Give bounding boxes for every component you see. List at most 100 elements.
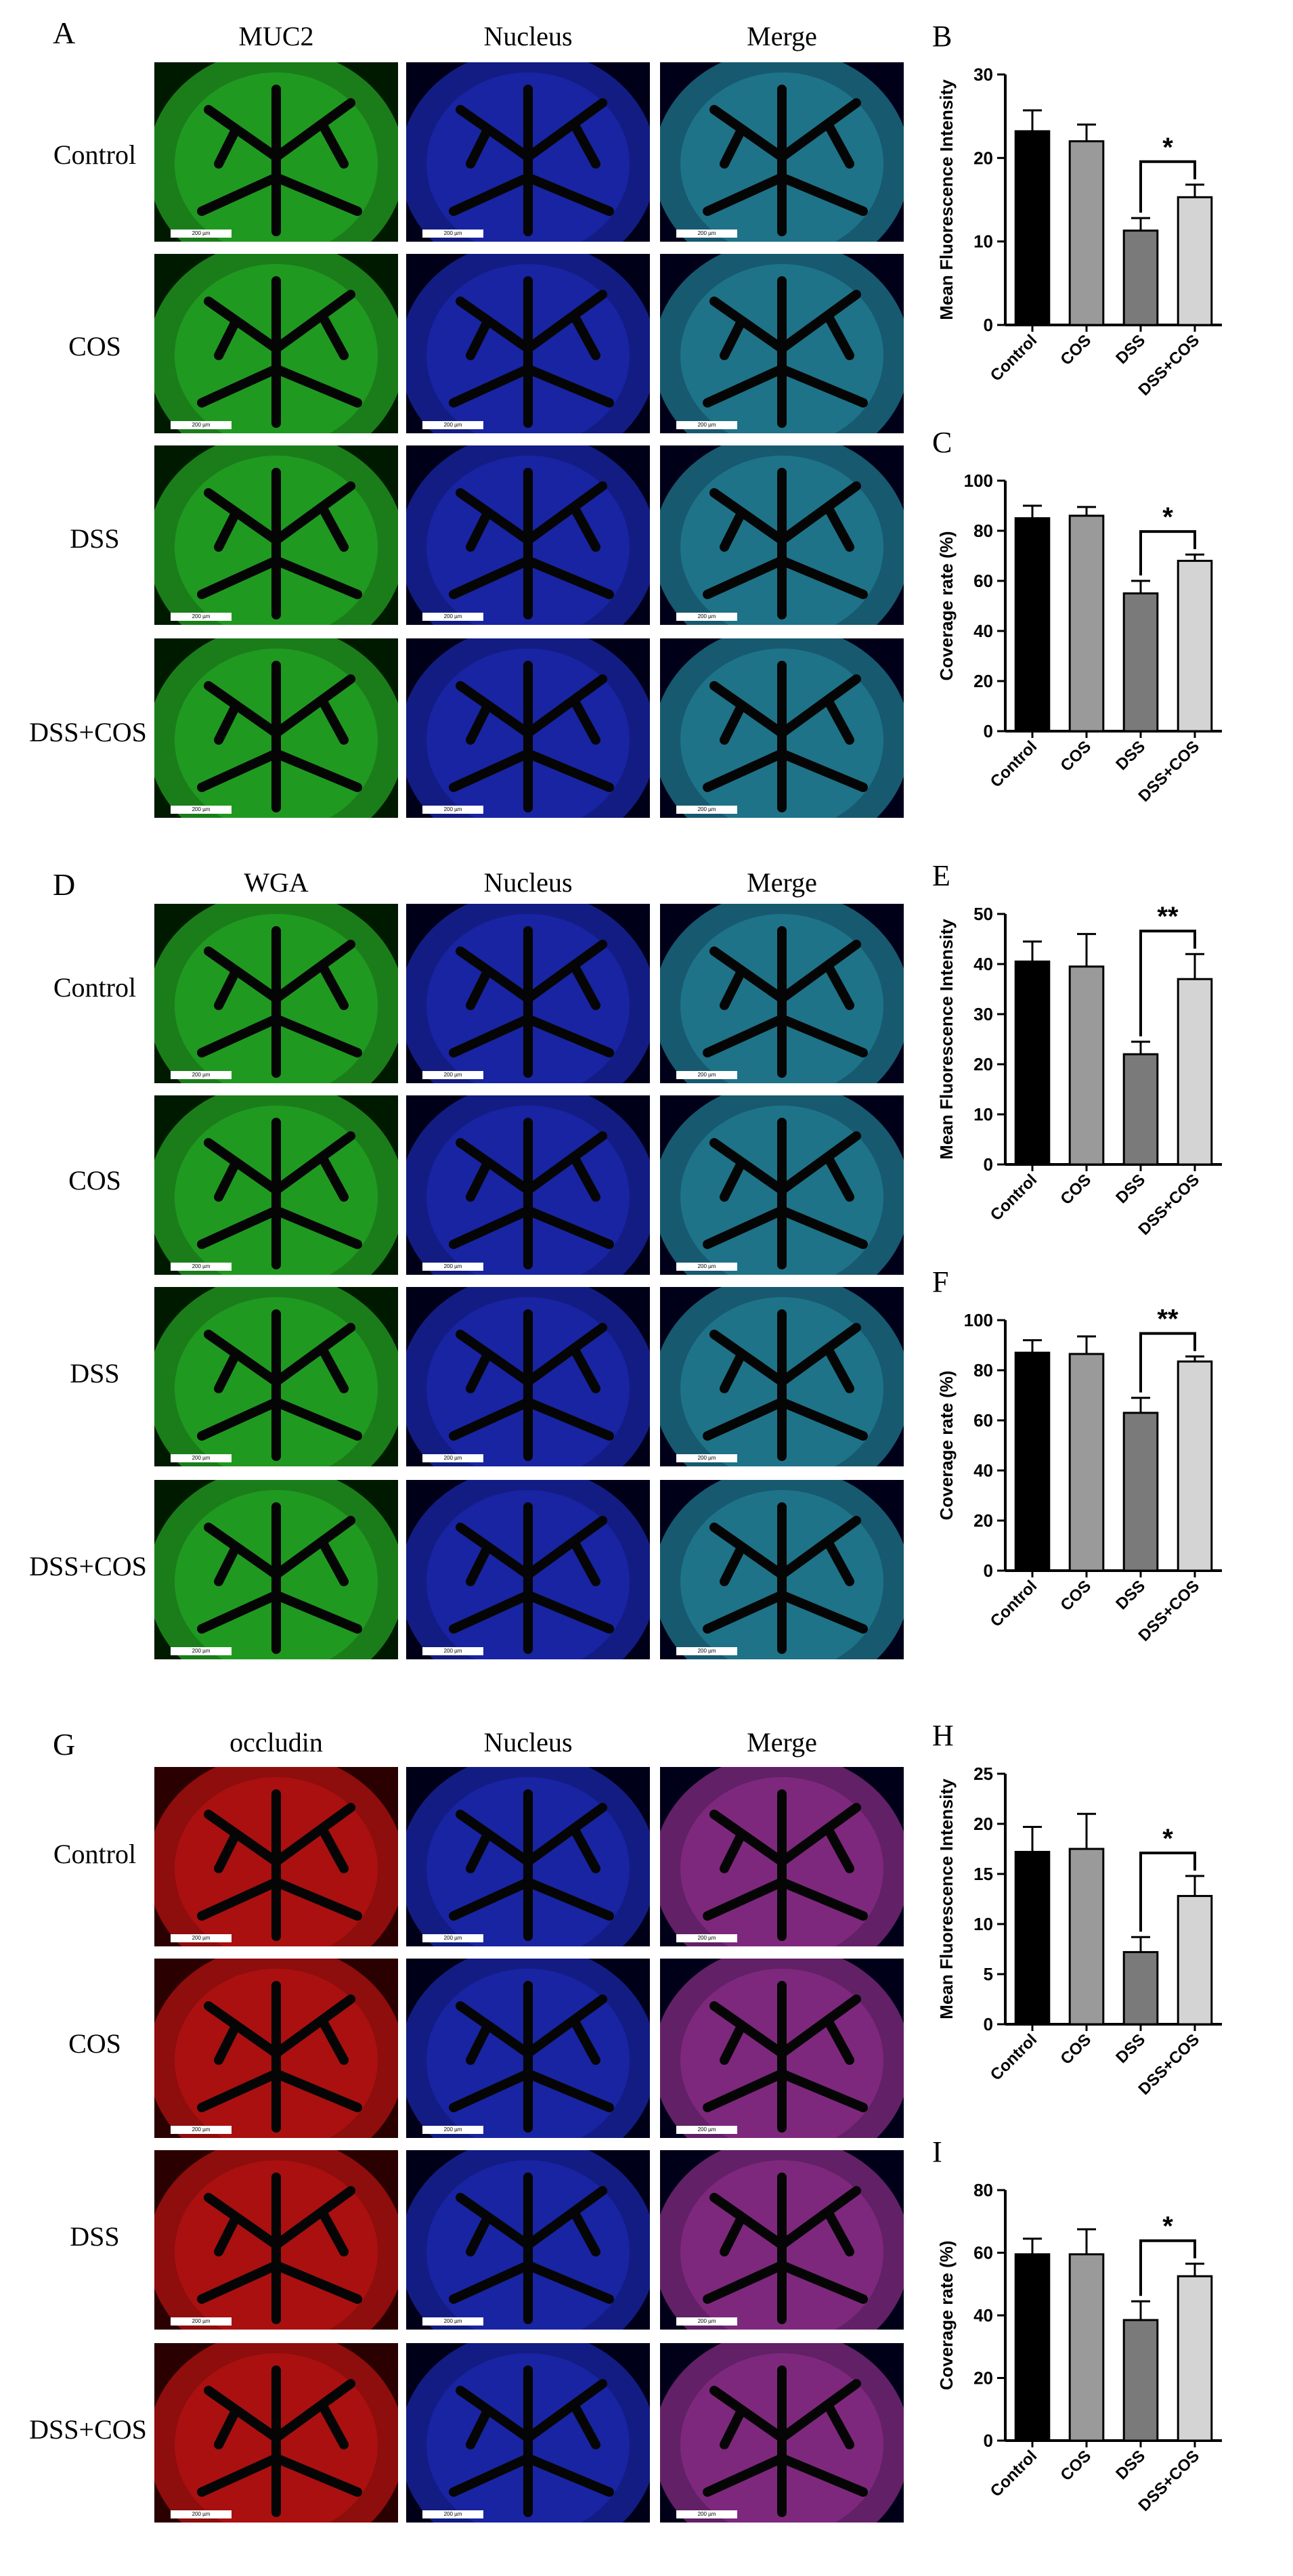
y-tick-label: 40 <box>973 1460 993 1481</box>
bar-dss <box>1122 2319 1159 2442</box>
micrograph-dss-merge: 200 µm <box>660 1287 904 1466</box>
bar-dss-cos <box>1177 559 1213 733</box>
error-bar <box>1131 1397 1150 1413</box>
y-tick-label: 0 <box>984 2430 993 2451</box>
scale-bar: 200 µm <box>171 613 232 621</box>
scale-bar: 200 µm <box>422 2317 483 2326</box>
bar-chart-svg: I 0 20 40 60 80 Coverage rate (%) Control COS DSS… <box>932 2135 1222 2515</box>
error-bar <box>1077 933 1096 967</box>
y-tick-label: 10 <box>973 1104 993 1125</box>
scale-bar: 200 µm <box>676 2510 737 2518</box>
micrograph-dss-cos-nucleus: 200 µm <box>406 1480 650 1659</box>
micrograph-dss-stain: 200 µm <box>154 2150 398 2330</box>
column-header-1: occludin <box>229 1727 323 1758</box>
row-label-control: Control <box>53 972 137 1003</box>
scale-bar: 200 µm <box>171 1454 232 1462</box>
micrograph-dss-cos-merge: 200 µm <box>660 2343 904 2523</box>
bar-chart-svg: H 0 5 10 15 20 25 Mean Fluorescence Intensity Co… <box>932 1719 1222 2099</box>
bar-dss <box>1122 592 1159 733</box>
chart-b: B 0 10 20 30 Mean Fluorescence Intensity Contr… <box>931 20 1269 406</box>
micrograph-dss-cos-merge: 200 µm <box>660 638 904 818</box>
y-tick-label: 20 <box>973 671 993 691</box>
scale-bar: 200 µm <box>676 230 737 238</box>
y-tick-label: 60 <box>973 1410 993 1431</box>
scale-bar: 200 µm <box>171 1071 232 1079</box>
micrograph-cos-stain: 200 µm <box>154 1095 398 1275</box>
micrograph-dss-nucleus: 200 µm <box>406 2150 650 2330</box>
bar-chart-svg: E 0 10 20 30 40 50 Mean Fluorescence Intensity C… <box>932 859 1222 1239</box>
micrograph-dss-nucleus: 200 µm <box>406 1287 650 1466</box>
micrograph-control-nucleus: 200 µm <box>406 1767 650 1946</box>
bar-control <box>1014 1351 1051 1572</box>
scale-bar: 200 µm <box>171 2510 232 2518</box>
y-tick-label: 20 <box>973 1054 993 1074</box>
scale-bar: 200 µm <box>422 613 483 621</box>
x-tick-label: Control <box>987 2447 1040 2500</box>
micrograph-dss-cos-merge: 200 µm <box>660 1480 904 1659</box>
scale-bar: 200 µm <box>422 1454 483 1462</box>
scale-bar: 200 µm <box>676 613 737 621</box>
micrograph-dss-cos-nucleus: 200 µm <box>406 638 650 818</box>
y-tick-label: 100 <box>964 471 993 491</box>
y-axis-label: Coverage rate (%) <box>936 1370 957 1520</box>
scale-bar: 200 µm <box>676 806 737 814</box>
section-a: A MUC2 Nucleus Merge Control COS DSS DSS… <box>0 0 1293 833</box>
y-axis-label: Coverage rate (%) <box>936 531 957 680</box>
y-tick-label: 30 <box>973 1004 993 1024</box>
row-label-control: Control <box>53 1839 137 1869</box>
panel-letter-f: F <box>932 1265 948 1298</box>
micrograph-control-merge: 200 µm <box>660 62 904 242</box>
y-tick-label: 0 <box>984 2014 993 2034</box>
micrograph-control-merge: 200 µm <box>660 1767 904 1946</box>
y-axis-label: Coverage rate (%) <box>936 2240 957 2390</box>
x-tick-label: DSS <box>1112 2030 1149 2067</box>
chart-f: F 0 20 40 60 80 100 Coverage rate (%) Control COS… <box>931 1265 1269 1652</box>
significance-bracket <box>1139 530 1196 575</box>
bar-cos <box>1068 140 1105 326</box>
y-axis-label: Mean Fluorescence Intensity <box>936 79 957 320</box>
scale-bar: 200 µm <box>422 806 483 814</box>
significance-label: * <box>1162 2212 1173 2242</box>
y-tick-label: 0 <box>984 315 993 335</box>
scale-bar: 200 µm <box>171 230 232 238</box>
scale-bar: 200 µm <box>171 1647 232 1655</box>
bar-dss-cos <box>1177 2275 1213 2442</box>
panel-letter-i: I <box>932 2135 942 2168</box>
scale-bar: 200 µm <box>422 2126 483 2134</box>
micrograph-dss-nucleus: 200 µm <box>406 445 650 625</box>
micrograph-cos-merge: 200 µm <box>660 254 904 433</box>
error-bar <box>1077 2228 1096 2254</box>
y-tick-label: 40 <box>973 2305 993 2326</box>
error-bar <box>1131 1936 1150 1952</box>
y-tick-label: 30 <box>973 64 993 85</box>
x-tick-label: Control <box>987 737 1040 791</box>
x-tick-label: COS <box>1057 1171 1095 1208</box>
row-label-dss-cos: DSS+COS <box>29 717 147 747</box>
scale-bar: 200 µm <box>422 2510 483 2518</box>
error-bar <box>1077 506 1096 516</box>
scale-bar: 200 µm <box>676 1454 737 1462</box>
chart-c: C 0 20 40 60 80 100 Coverage rate (%) Control COS… <box>931 426 1269 812</box>
micrograph-dss-stain: 200 µm <box>154 1287 398 1466</box>
y-tick-label: 0 <box>984 721 993 741</box>
significance-label: * <box>1162 133 1173 162</box>
scale-bar: 200 µm <box>422 1263 483 1271</box>
chart-i: I 0 20 40 60 80 Coverage rate (%) Control COS DSS… <box>931 2135 1269 2522</box>
micrograph-cos-stain: 200 µm <box>154 1959 398 2138</box>
micrograph-control-stain: 200 µm <box>154 904 398 1083</box>
bar-control <box>1014 130 1051 326</box>
row-label-dss: DSS <box>70 523 120 554</box>
x-tick-label: DSS <box>1112 737 1149 774</box>
x-tick-label: DSS <box>1112 331 1149 368</box>
error-bar <box>1131 580 1150 594</box>
y-tick-label: 40 <box>973 954 993 974</box>
micrograph-cos-merge: 200 µm <box>660 1959 904 2138</box>
panel-letter-h: H <box>932 1719 954 1752</box>
error-bar <box>1131 217 1150 231</box>
error-bar <box>1131 1041 1150 1055</box>
micrograph-control-nucleus: 200 µm <box>406 904 650 1083</box>
section-d: D WGA Nucleus Merge Control COS DSS DSS+… <box>0 853 1293 1686</box>
micrograph-dss-cos-stain: 200 µm <box>154 638 398 818</box>
x-tick-label: Control <box>987 1577 1040 1630</box>
micrograph-dss-cos-stain: 200 µm <box>154 1480 398 1659</box>
